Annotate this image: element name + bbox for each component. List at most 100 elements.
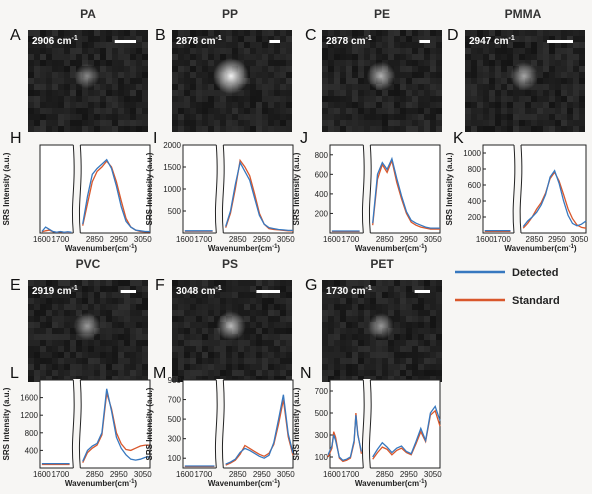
noise-pixel [573,78,579,84]
noise-pixel [88,304,94,310]
noise-pixel [58,292,64,298]
noise-pixel [537,60,543,66]
y-tick-label: 100 [315,453,329,462]
noise-pixel [112,358,118,364]
noise-pixel [244,370,250,376]
noise-pixel [28,340,34,346]
noise-pixel [352,96,358,102]
noise-pixel [340,358,346,364]
noise-pixel [394,376,400,382]
noise-pixel [58,30,64,36]
noise-pixel [118,90,124,96]
noise-pixel [172,60,178,66]
noise-pixel [537,108,543,114]
noise-pixel [40,72,46,78]
noise-pixel [424,120,430,126]
noise-pixel [436,340,442,346]
noise-pixel [388,96,394,102]
noise-pixel [543,120,549,126]
noise-pixel [34,102,40,108]
noise-pixel [489,66,495,72]
image-panel-pa: PAA 2906 cm-1 [10,7,148,132]
noise-pixel [100,280,106,286]
noise-pixel [322,42,328,48]
noise-pixel [280,48,286,54]
noise-pixel [178,352,184,358]
noise-pixel [46,358,52,364]
noise-pixel [142,114,148,120]
noise-pixel [250,90,256,96]
noise-pixel [142,60,148,66]
noise-pixel [388,376,394,382]
noise-pixel [268,292,274,298]
noise-pixel [76,298,82,304]
noise-pixel [202,280,208,286]
noise-pixel [244,126,250,132]
noise-pixel [412,352,418,358]
noise-pixel [82,346,88,352]
noise-pixel [513,108,519,114]
y-tick-label: 1000 [463,149,481,158]
noise-pixel [400,102,406,108]
noise-pixel [88,376,94,382]
noise-pixel [28,108,34,114]
noise-pixel [106,126,112,132]
noise-pixel [430,370,436,376]
noise-pixel [172,304,178,310]
noise-pixel [537,42,543,48]
noise-pixel [202,66,208,72]
noise-pixel [430,90,436,96]
noise-pixel [76,48,82,54]
x-tick-label: 2850 [86,470,104,479]
noise-pixel [382,42,388,48]
noise-pixel [555,42,561,48]
noise-pixel [358,322,364,328]
wavenumber-label: 1730 cm-1 [326,285,372,297]
noise-pixel [322,30,328,36]
noise-pixel [519,54,525,60]
noise-pixel [364,96,370,102]
noise-pixel [226,114,232,120]
noise-pixel [400,66,406,72]
noise-pixel [567,114,573,120]
noise-pixel [178,108,184,114]
noise-pixel [178,334,184,340]
noise-pixel [436,72,442,78]
noise-pixel [358,298,364,304]
noise-pixel [549,36,555,42]
noise-pixel [430,316,436,322]
noise-pixel [346,120,352,126]
noise-pixel [100,286,106,292]
noise-pixel [346,96,352,102]
series-line-detected-right [225,394,294,465]
noise-pixel [579,48,585,54]
noise-pixel [40,30,46,36]
noise-pixel [501,84,507,90]
noise-pixel [238,340,244,346]
noise-pixel [477,42,483,48]
noise-pixel [238,370,244,376]
wavenumber-superscript: -1 [365,285,371,292]
noise-pixel [352,114,358,120]
noise-pixel [424,340,430,346]
noise-pixel [280,316,286,322]
noise-pixel [280,72,286,78]
noise-pixel [82,364,88,370]
noise-pixel [124,310,130,316]
noise-pixel [567,30,573,36]
noise-pixel [328,334,334,340]
noise-pixel [328,340,334,346]
noise-pixel [64,364,70,370]
noise-pixel [406,334,412,340]
noise-pixel [280,292,286,298]
noise-pixel [130,280,136,286]
noise-pixel [76,340,82,346]
noise-pixel [46,304,52,310]
noise-pixel [274,108,280,114]
noise-pixel [178,346,184,352]
noise-pixel [226,48,232,54]
noise-pixel [376,358,382,364]
noise-pixel [268,280,274,286]
panel-title: PP [222,7,238,21]
